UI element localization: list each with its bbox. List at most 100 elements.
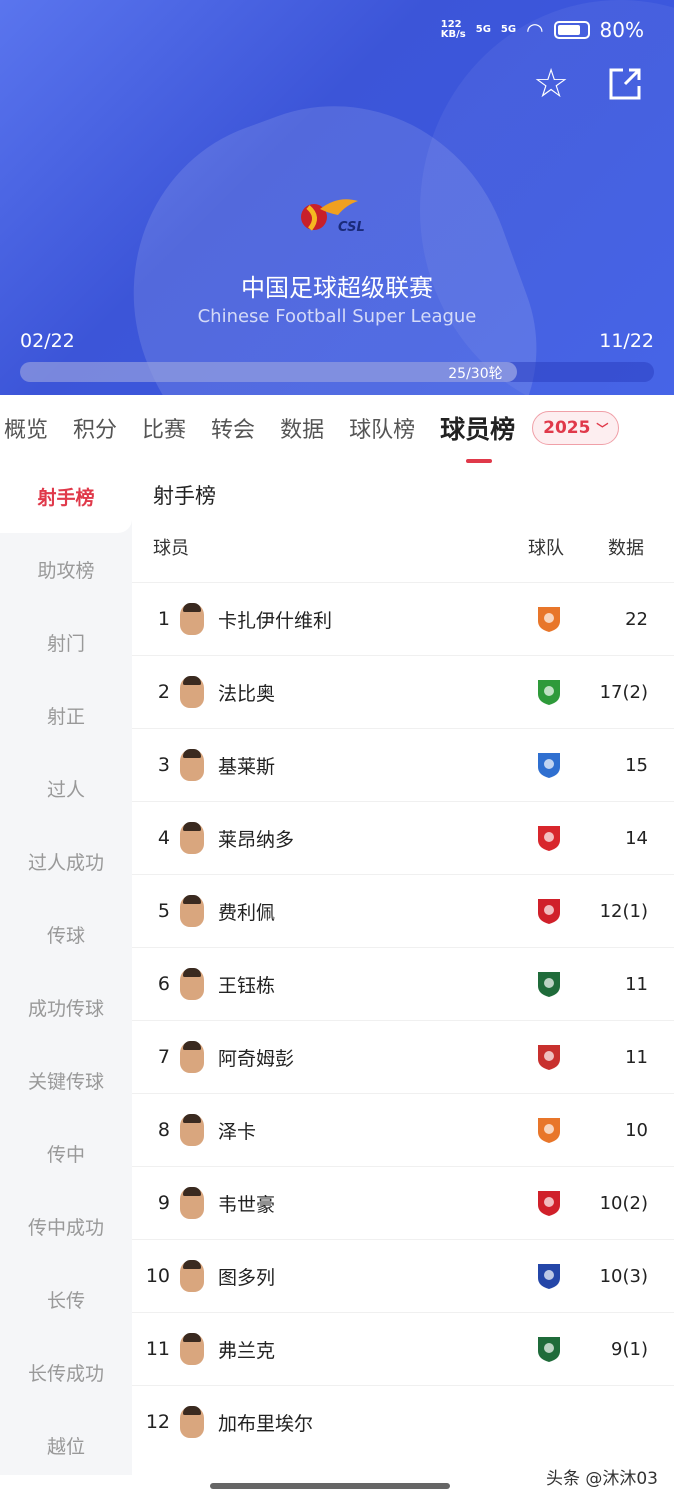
table-row[interactable]: 6 王钰栋 11	[132, 947, 674, 1020]
player-name[interactable]: 王钰栋	[218, 974, 276, 997]
sidebar-item[interactable]: 关键传球	[27, 1071, 104, 1093]
sidebar-item[interactable]: 长传成功	[27, 1363, 104, 1385]
rank: 2	[157, 681, 170, 703]
rank: 6	[157, 973, 170, 995]
tab-6[interactable]: 球员榜	[440, 410, 515, 463]
svg-text:CSL: CSL	[338, 220, 365, 235]
tab-2[interactable]: 比赛	[142, 417, 187, 443]
rank: 4	[157, 827, 170, 849]
stat-value: 22	[625, 608, 648, 630]
team-badge-icon[interactable]	[536, 678, 562, 706]
avatar	[180, 1041, 204, 1073]
table-row[interactable]: 1 卡扎伊什维利 22	[132, 582, 674, 655]
stat-value: 11	[625, 973, 648, 995]
sidebar-item[interactable]: 传中成功	[27, 1217, 104, 1239]
team-badge-icon[interactable]	[536, 897, 562, 925]
league-header: 122 KB/s 5G 5G ◠ 80% ☆ CSL 中国足球超级联赛 Chine…	[0, 0, 674, 395]
player-name[interactable]: 基莱斯	[218, 755, 276, 778]
share-icon[interactable]	[603, 62, 647, 106]
team-badge-icon[interactable]	[536, 1262, 562, 1290]
rank: 11	[145, 1338, 170, 1360]
sidebar-item[interactable]: 助攻榜	[37, 560, 95, 582]
league-subtitle: Chinese Football Super League	[197, 306, 477, 327]
home-indicator[interactable]	[210, 1483, 450, 1489]
net-speed-unit: KB/s	[440, 29, 466, 40]
net-speed-value: 122	[440, 19, 462, 30]
sidebar-item[interactable]: 射正	[46, 706, 85, 728]
round-label: 25/30轮	[448, 366, 503, 382]
table-row[interactable]: 9 韦世豪 10(2)	[132, 1166, 674, 1239]
table-row[interactable]: 11 弗兰克 9(1)	[132, 1312, 674, 1385]
team-badge-icon[interactable]	[536, 751, 562, 779]
tab-bar: 概览 积分 比赛 转会 数据 球队榜 球员榜 2025 ﹀	[0, 395, 674, 463]
team-badge-icon[interactable]	[536, 824, 562, 852]
tab-5[interactable]: 球队榜	[349, 417, 416, 443]
sidebar-item[interactable]: 射门	[46, 633, 85, 655]
sidebar-item[interactable]: 传球	[46, 925, 85, 947]
sidebar-item[interactable]: 越位	[46, 1436, 85, 1458]
player-name[interactable]: 莱昂纳多	[218, 828, 295, 851]
rank: 9	[157, 1192, 170, 1214]
avatar	[180, 1260, 204, 1292]
table-row[interactable]: 5 费利佩 12(1)	[132, 874, 674, 947]
sidebar-item[interactable]: 长传	[46, 1290, 85, 1312]
player-name[interactable]: 费利佩	[218, 901, 276, 924]
csl-logo: CSL	[298, 195, 374, 237]
section-title: 射手榜	[153, 484, 216, 508]
stat-value: 11	[625, 1046, 648, 1068]
rank: 12	[145, 1411, 170, 1433]
signal-icon: 5G	[500, 24, 517, 35]
league-title: 中国足球超级联赛	[241, 274, 433, 302]
avatar	[180, 968, 204, 1000]
table-row[interactable]: 12 加布里埃尔	[132, 1385, 674, 1458]
sidebar-item[interactable]: 过人	[46, 779, 85, 801]
watermark: 头条 @沐沐03	[545, 1469, 658, 1489]
player-name[interactable]: 泽卡	[218, 1120, 257, 1143]
season-progress-bar: 25/30轮	[20, 362, 654, 382]
tab-3[interactable]: 转会	[211, 417, 256, 443]
player-name[interactable]: 弗兰克	[218, 1339, 276, 1362]
table-row[interactable]: 10 图多列 10(3)	[132, 1239, 674, 1312]
sidebar-item[interactable]: 成功传球	[27, 998, 104, 1020]
player-name[interactable]: 卡扎伊什维利	[218, 609, 333, 632]
table-row[interactable]: 3 基莱斯 15	[132, 728, 674, 801]
avatar	[180, 676, 204, 708]
team-badge-icon[interactable]	[536, 970, 562, 998]
stat-value: 10(3)	[599, 1265, 648, 1287]
column-header-team: 球队	[528, 538, 564, 559]
team-badge-icon[interactable]	[536, 605, 562, 633]
player-name[interactable]: 图多列	[218, 1266, 276, 1289]
table-row[interactable]: 4 莱昂纳多 14	[132, 801, 674, 874]
season-selector[interactable]: 2025 ﹀	[532, 410, 620, 445]
team-badge-icon[interactable]	[536, 1335, 562, 1363]
tab-1[interactable]: 积分	[73, 417, 118, 443]
player-name[interactable]: 法比奥	[218, 682, 276, 705]
network-speed: 122 KB/s	[441, 20, 466, 40]
rank: 5	[157, 900, 170, 922]
avatar	[180, 1406, 204, 1438]
player-name[interactable]: 阿奇姆彭	[218, 1047, 295, 1070]
table-row[interactable]: 7 阿奇姆彭 11	[132, 1020, 674, 1093]
team-badge-icon[interactable]	[536, 1043, 562, 1071]
star-icon[interactable]: ☆	[533, 61, 569, 107]
season-start-date: 02/22	[20, 330, 75, 352]
avatar	[180, 603, 204, 635]
sidebar-item[interactable]: 过人成功	[27, 852, 104, 874]
tab-4[interactable]: 数据	[280, 417, 325, 443]
player-name[interactable]: 韦世豪	[218, 1193, 276, 1216]
column-header-player: 球员	[153, 538, 189, 559]
team-badge-icon[interactable]	[536, 1116, 562, 1144]
avatar	[180, 822, 204, 854]
signal-icon: 5G	[475, 24, 491, 35]
team-badge-icon[interactable]	[536, 1189, 562, 1217]
table-row[interactable]: 8 泽卡 10	[132, 1093, 674, 1166]
rank: 10	[145, 1265, 170, 1287]
sidebar-item[interactable]: 射手榜	[0, 460, 132, 533]
player-name[interactable]: 加布里埃尔	[218, 1412, 314, 1435]
stat-category-sidebar: 射手榜助攻榜射门射正过人过人成功传球成功传球关键传球传中传中成功长传长传成功越位	[0, 460, 132, 1475]
rank: 7	[157, 1046, 170, 1068]
sidebar-item[interactable]: 传中	[46, 1144, 85, 1166]
tab-0[interactable]: 概览	[4, 417, 49, 443]
ranking-table: 1 卡扎伊什维利 22 2 法比奥 17(2) 3 基莱斯 15 4 莱昂纳多 14 5 费利佩 12(1)…	[132, 582, 674, 1458]
table-row[interactable]: 2 法比奥 17(2)	[132, 655, 674, 728]
